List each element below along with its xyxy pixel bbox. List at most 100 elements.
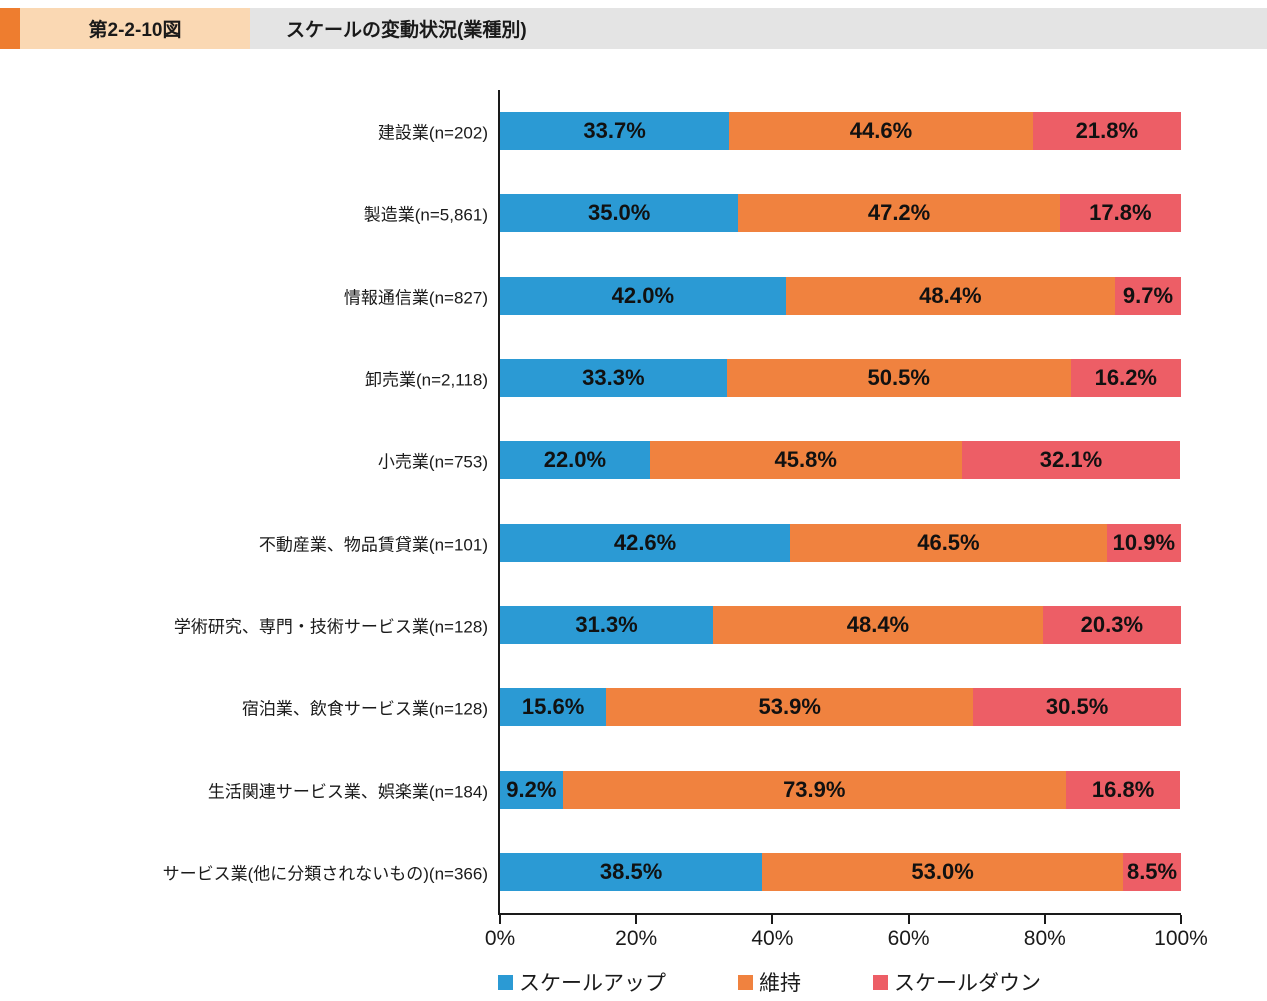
chart-row: 建設業(n=202) 33.7% 44.6% 21.8%	[378, 90, 1181, 172]
figure-number-badge: 第2-2-10図	[20, 8, 250, 49]
bar-segment-maintain: 47.2%	[738, 194, 1060, 233]
segment-value-label: 48.4%	[919, 282, 982, 308]
bar-segment-scale-down: 30.5%	[973, 688, 1181, 727]
bar-segment-scale-up: 31.3%	[500, 605, 714, 644]
category-label: 不動産業、物品賃貸業(n=101)	[258, 535, 488, 555]
segment-value-label: 20.3%	[1080, 611, 1144, 637]
figure-title-bar: スケールの変動状況(業種別)	[250, 8, 1267, 49]
bar-segment-scale-down: 9.7%	[1115, 276, 1181, 315]
x-axis-tick	[771, 915, 774, 924]
category-label: 建設業(n=202)	[377, 123, 488, 143]
bar-segment-maintain: 73.9%	[562, 770, 1066, 809]
segment-value-label: 9.7%	[1122, 282, 1174, 308]
chart-row: 宿泊業、飲食サービス業(n=128) 15.6% 53.9% 30.5%	[242, 666, 1181, 748]
bar-segment-scale-up: 42.6%	[500, 523, 791, 562]
segment-value-label: 42.6%	[613, 529, 677, 555]
bar-segment-maintain: 46.5%	[790, 523, 1107, 562]
bar-segment-maintain: 53.0%	[762, 852, 1124, 891]
stacked-bar: 31.3% 48.4% 20.3%	[500, 605, 1181, 644]
chart-row: 小売業(n=753) 22.0% 45.8% 32.1%	[378, 419, 1181, 501]
segment-value-label: 21.8%	[1075, 118, 1139, 144]
segment-value-label: 16.2%	[1094, 365, 1158, 391]
legend-item-maintain: 維持	[738, 967, 801, 997]
segment-value-label: 44.6%	[849, 118, 913, 144]
bar-segment-scale-up: 33.3%	[500, 359, 727, 398]
category-label: サービス業(他に分類されないもの)(n=366)	[162, 864, 488, 884]
stacked-bar: 22.0% 45.8% 32.1%	[500, 441, 1181, 480]
x-axis-tick-label: 100%	[1154, 927, 1208, 950]
bar-segment-scale-down: 20.3%	[1042, 605, 1181, 644]
stacked-bar: 33.7% 44.6% 21.8%	[500, 112, 1181, 151]
x-axis-tick	[635, 915, 638, 924]
stacked-bar: 38.5% 53.0% 8.5%	[500, 852, 1181, 891]
chart-rows: 建設業(n=202) 33.7% 44.6% 21.8% 製造業(n=5,861…	[163, 90, 1181, 913]
category-label: 小売業(n=753)	[377, 452, 488, 472]
plot-area: 建設業(n=202) 33.7% 44.6% 21.8% 製造業(n=5,861…	[163, 90, 1208, 950]
bar-segment-maintain: 45.8%	[649, 441, 962, 480]
chart-row: 製造業(n=5,861) 35.0% 47.2% 17.8%	[364, 172, 1181, 254]
segment-value-label: 30.5%	[1045, 694, 1109, 720]
bar-segment-scale-down: 16.8%	[1065, 770, 1181, 809]
bar-segment-scale-up: 35.0%	[500, 194, 739, 233]
legend-label: 維持	[759, 972, 801, 995]
stacked-bar: 35.0% 47.2% 17.8%	[500, 194, 1181, 233]
x-axis-tick	[1180, 915, 1182, 924]
segment-value-label: 17.8%	[1089, 200, 1152, 226]
x-axis-tick-label: 60%	[887, 927, 930, 950]
bar-segment-scale-up: 33.7%	[500, 112, 730, 151]
chart-legend: スケールアップ 維持 スケールダウン	[498, 967, 1179, 997]
category-label: 卸売業(n=2,118)	[365, 370, 488, 390]
legend-label: スケールアップ	[519, 972, 666, 995]
legend-label: スケールダウン	[894, 972, 1041, 995]
stacked-bar: 9.2% 73.9% 16.8%	[500, 770, 1181, 809]
category-label: 情報通信業(n=827)	[343, 288, 488, 308]
bar-segment-scale-up: 38.5%	[500, 852, 763, 891]
segment-value-label: 15.6%	[521, 694, 585, 720]
segment-value-label: 16.8%	[1091, 776, 1155, 802]
segment-value-label: 8.5%	[1126, 858, 1178, 884]
segment-value-label: 31.3%	[575, 611, 638, 637]
bar-segment-scale-up: 22.0%	[500, 441, 650, 480]
chart-row: 情報通信業(n=827) 42.0% 48.4% 9.7%	[344, 255, 1181, 337]
segment-value-label: 47.2%	[867, 200, 931, 226]
segment-value-label: 10.9%	[1112, 529, 1176, 555]
chart-row: 不動産業、物品賃貸業(n=101) 42.6% 46.5% 10.9%	[259, 501, 1181, 583]
stacked-bar: 42.0% 48.4% 9.7%	[500, 276, 1181, 315]
x-axis-tick	[499, 915, 501, 924]
bar-segment-maintain: 50.5%	[726, 359, 1071, 398]
x-axis-tick	[1043, 915, 1046, 924]
segment-value-label: 53.0%	[911, 858, 974, 884]
segment-value-label: 46.5%	[917, 529, 980, 555]
bar-segment-maintain: 44.6%	[729, 112, 1033, 151]
stacked-bar: 33.3% 50.5% 16.2%	[500, 359, 1181, 398]
bar-segment-maintain: 48.4%	[713, 605, 1043, 644]
bar-segment-maintain: 48.4%	[785, 276, 1116, 315]
legend-swatch-icon	[873, 974, 888, 990]
category-label: 宿泊業、飲食サービス業(n=128)	[241, 699, 488, 719]
segment-value-label: 48.4%	[846, 611, 910, 637]
figure-title-text: スケールの変動状況(業種別)	[286, 20, 527, 41]
segment-value-label: 38.5%	[599, 858, 663, 884]
bar-segment-scale-up: 9.2%	[500, 770, 563, 809]
legend-item-scale-down: スケールダウン	[873, 967, 1041, 997]
chart-row: サービス業(他に分類されないもの)(n=366) 38.5% 53.0% 8.5…	[163, 831, 1181, 913]
x-axis-tick-label: 0%	[484, 927, 516, 950]
x-axis-tick	[907, 915, 910, 924]
bar-segment-scale-down: 32.1%	[961, 441, 1181, 480]
segment-value-label: 45.8%	[774, 447, 837, 473]
category-label: 製造業(n=5,861)	[363, 205, 488, 225]
x-axis-tick-label: 80%	[1023, 927, 1066, 950]
bar-segment-scale-down: 17.8%	[1059, 194, 1181, 233]
segment-value-label: 33.3%	[582, 365, 645, 391]
x-axis-tick-label: 20%	[615, 927, 658, 950]
chart-row: 卸売業(n=2,118) 33.3% 50.5% 16.2%	[365, 337, 1181, 419]
bar-segment-scale-up: 42.0%	[500, 276, 786, 315]
stacked-bar: 42.6% 46.5% 10.9%	[500, 523, 1181, 562]
figure-header: 第2-2-10図 スケールの変動状況(業種別)	[0, 8, 1267, 49]
stacked-bar: 15.6% 53.9% 30.5%	[500, 688, 1181, 727]
bar-segment-scale-up: 15.6%	[500, 688, 607, 727]
category-label: 学術研究、専門・技術サービス業(n=128)	[173, 617, 488, 637]
segment-value-label: 50.5%	[867, 365, 930, 391]
x-axis-tick-label: 40%	[751, 927, 794, 950]
